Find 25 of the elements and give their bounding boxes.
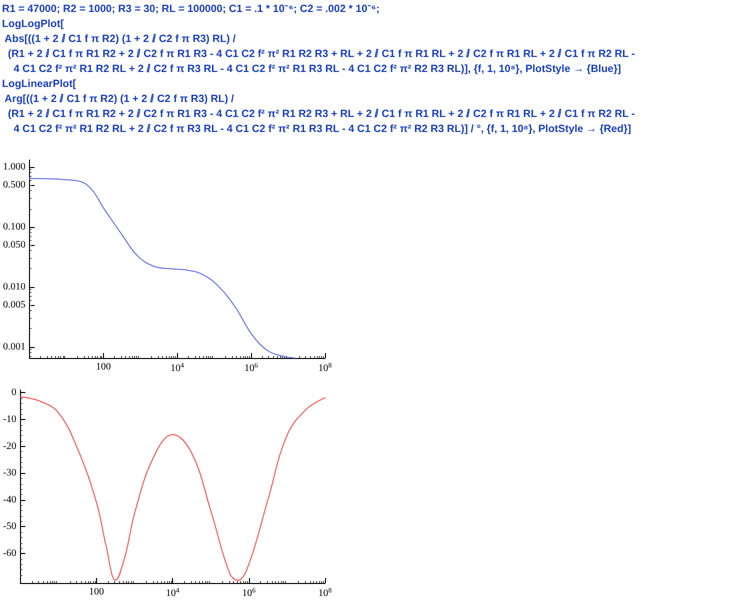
y-tick-label: -60 bbox=[2, 548, 16, 560]
y-tick-label: 0.100 bbox=[3, 221, 26, 232]
y-tick-label: 1.000 bbox=[3, 161, 26, 172]
y-tick-label: -20 bbox=[2, 440, 16, 452]
y-tick-label: -30 bbox=[2, 468, 16, 479]
text: 4 C1 C2 f² π² R1 R2 RL + 2 ⅈ C2 f π R3 RL - 4 C1 C2 f² π² R1 R3 RL - 4 C1 C2 f² π² R2 R3 RL)] / °, {f, 1, 10⁸}, PlotStyle → {Red}] bbox=[12, 122, 632, 137]
text: R1 = 47000; R2 = 1000; R3 = 30; RL = 100000; C1 = .1 * 10⁻⁶; C2 = .002 * 10⁻⁶; bbox=[2, 2, 381, 17]
text: Abs[((1 + 2 ⅈ C1 f π R2) (1 + 2 ⅈ C2 f π R3) RL) / bbox=[4, 32, 237, 47]
y-tick-label: -40 bbox=[2, 494, 16, 506]
text: LogLogPlot[ bbox=[2, 17, 65, 32]
y-tick-label: -50 bbox=[2, 521, 16, 532]
text: LogLinearPlot[ bbox=[2, 77, 78, 92]
y-tick-label: 0.005 bbox=[3, 299, 26, 310]
text: (R1 + 2 ⅈ C1 f π R1 R2 + 2 ⅈ C2 f π R1 R3 - 4 C1 C2 f² π² R1 R2 R3 + RL + 2 ⅈ C1 f π R1 RL + 2 ⅈ C2 f π R1 RL + 2 ⅈ C1 f π R2 RL - bbox=[6, 107, 635, 122]
y-tick-label: 0.010 bbox=[3, 281, 26, 292]
y-tick-label: 0.050 bbox=[3, 239, 26, 250]
y-tick-label: -10 bbox=[2, 414, 16, 425]
text: 4 C1 C2 f² π² R1 R2 RL + 2 ⅈ C2 f π R3 RL - 4 C1 C2 f² π² R1 R3 RL - 4 C1 C2 f² π² R2 R3 RL)], {f, 1, 10⁸}, PlotStyle → {Blue}] bbox=[12, 62, 622, 77]
y-tick-label: 0.500 bbox=[3, 179, 26, 190]
y-tick-label: 0 bbox=[11, 387, 16, 398]
text: Arg[((1 + 2 ⅈ C1 f π R2) (1 + 2 ⅈ C2 f π R3) RL) / bbox=[4, 92, 235, 107]
x-tick-label: 100 bbox=[96, 362, 111, 372]
text: (R1 + 2 ⅈ C1 f π R1 R2 + 2 ⅈ C2 f π R1 R3 - 4 C1 C2 f² π² R1 R2 R3 + RL + 2 ⅈ C1 f π R1 RL + 2 ⅈ C2 f π R1 RL + 2 ⅈ C1 f π R2 RL - bbox=[6, 47, 635, 62]
x-tick-label: 100 bbox=[89, 586, 104, 598]
y-tick-label: 0.001 bbox=[3, 341, 26, 352]
